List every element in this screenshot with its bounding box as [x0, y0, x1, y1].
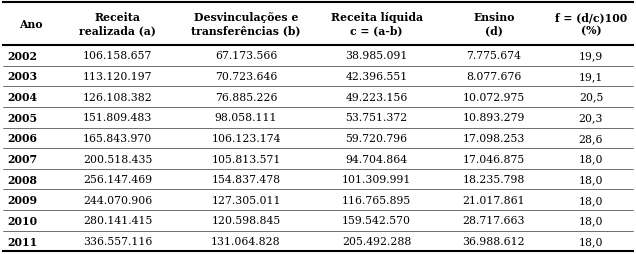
Text: 101.309.991: 101.309.991 — [342, 174, 411, 184]
Text: Receita líquida
c = (a-b): Receita líquida c = (a-b) — [331, 12, 422, 36]
Text: 94.704.864: 94.704.864 — [345, 154, 408, 164]
Text: 7.775.674: 7.775.674 — [466, 51, 522, 61]
Text: 154.837.478: 154.837.478 — [211, 174, 280, 184]
Text: 10.072.975: 10.072.975 — [463, 92, 525, 102]
Text: 256.147.469: 256.147.469 — [83, 174, 152, 184]
Text: 200.518.435: 200.518.435 — [83, 154, 153, 164]
Text: 67.173.566: 67.173.566 — [215, 51, 277, 61]
Text: 106.123.174: 106.123.174 — [211, 133, 280, 143]
Text: 28,6: 28,6 — [579, 133, 603, 143]
Text: 49.223.156: 49.223.156 — [345, 92, 408, 102]
Text: 2006: 2006 — [8, 133, 38, 144]
Text: 20,5: 20,5 — [579, 92, 603, 102]
Text: 8.077.676: 8.077.676 — [466, 72, 522, 82]
Text: 131.064.828: 131.064.828 — [211, 236, 281, 246]
Text: 2003: 2003 — [8, 71, 38, 82]
Text: 116.765.895: 116.765.895 — [342, 195, 411, 205]
Text: 2007: 2007 — [8, 153, 38, 164]
Text: 42.396.551: 42.396.551 — [345, 72, 408, 82]
Text: 2005: 2005 — [8, 112, 38, 123]
Text: 126.108.382: 126.108.382 — [83, 92, 153, 102]
Text: 280.141.415: 280.141.415 — [83, 216, 153, 226]
Text: 336.557.116: 336.557.116 — [83, 236, 153, 246]
Text: Desvinculações e
transferências (b): Desvinculações e transferências (b) — [191, 12, 301, 36]
Text: 2011: 2011 — [8, 236, 38, 247]
Text: 59.720.796: 59.720.796 — [345, 133, 408, 143]
Text: 18,0: 18,0 — [579, 195, 603, 205]
Text: 159.542.570: 159.542.570 — [342, 216, 411, 226]
Text: 17.046.875: 17.046.875 — [463, 154, 525, 164]
Text: Receita
realizada (a): Receita realizada (a) — [80, 12, 156, 36]
Text: 19,1: 19,1 — [579, 72, 603, 82]
Text: 105.813.571: 105.813.571 — [211, 154, 280, 164]
Text: 205.492.288: 205.492.288 — [342, 236, 411, 246]
Text: 151.809.483: 151.809.483 — [83, 113, 153, 123]
Text: 2008: 2008 — [8, 174, 38, 185]
Text: Ensino
(d): Ensino (d) — [473, 12, 515, 36]
Text: 20,3: 20,3 — [579, 113, 603, 123]
Text: 76.885.226: 76.885.226 — [215, 92, 277, 102]
Text: Ano: Ano — [19, 19, 43, 30]
Text: 98.058.111: 98.058.111 — [215, 113, 277, 123]
Text: 18,0: 18,0 — [579, 216, 603, 226]
Text: 10.893.279: 10.893.279 — [462, 113, 525, 123]
Text: 21.017.861: 21.017.861 — [462, 195, 525, 205]
Text: 106.158.657: 106.158.657 — [83, 51, 153, 61]
Text: 18.235.798: 18.235.798 — [462, 174, 525, 184]
Text: 120.598.845: 120.598.845 — [211, 216, 280, 226]
Text: 18,0: 18,0 — [579, 174, 603, 184]
Text: 17.098.253: 17.098.253 — [462, 133, 525, 143]
Text: 244.070.906: 244.070.906 — [83, 195, 153, 205]
Text: 36.988.612: 36.988.612 — [462, 236, 525, 246]
Text: 53.751.372: 53.751.372 — [345, 113, 408, 123]
Text: 2002: 2002 — [8, 51, 38, 61]
Text: 19,9: 19,9 — [579, 51, 603, 61]
Text: 165.843.970: 165.843.970 — [83, 133, 153, 143]
Text: 18,0: 18,0 — [579, 236, 603, 246]
Text: 38.985.091: 38.985.091 — [345, 51, 408, 61]
Text: 70.723.646: 70.723.646 — [215, 72, 277, 82]
Text: 18,0: 18,0 — [579, 154, 603, 164]
Text: 127.305.011: 127.305.011 — [211, 195, 280, 205]
Text: 2004: 2004 — [8, 92, 38, 103]
Text: 2009: 2009 — [8, 195, 38, 205]
Text: 28.717.663: 28.717.663 — [462, 216, 525, 226]
Text: 113.120.197: 113.120.197 — [83, 72, 153, 82]
Text: 2010: 2010 — [8, 215, 38, 226]
Text: f = (d/c)100
(%): f = (d/c)100 (%) — [555, 12, 627, 36]
